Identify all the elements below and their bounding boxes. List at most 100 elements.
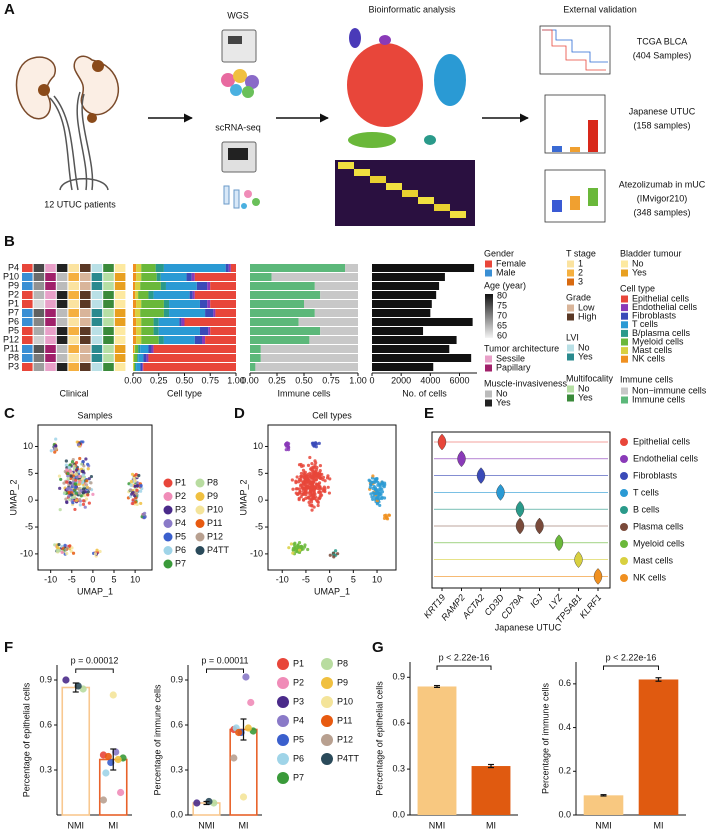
bar-segment	[135, 345, 139, 353]
legend-label: P9	[337, 677, 348, 687]
bar-segment	[250, 345, 261, 353]
bar-segment	[230, 264, 236, 272]
cell-point	[79, 494, 83, 498]
cell-point	[139, 484, 143, 488]
clinical-tile	[91, 300, 103, 308]
legend-label: Endothelial cells	[632, 302, 698, 312]
y-tick-label: 0.6	[39, 719, 52, 729]
patient-label: P7	[8, 307, 19, 317]
data-point	[107, 758, 115, 767]
clinical-tile	[68, 291, 79, 299]
legend-dot	[195, 532, 205, 542]
cell-point	[128, 488, 133, 492]
cell-point	[371, 474, 375, 478]
cell-point	[369, 483, 373, 487]
legend-dot	[620, 574, 628, 582]
clinical-tile	[22, 354, 33, 362]
bar-segment	[133, 354, 135, 362]
cell-point	[387, 513, 391, 517]
clinical-tile	[45, 354, 56, 362]
bar-segment	[260, 345, 358, 353]
legend-colorbar	[485, 294, 493, 338]
legend-label: Fibroblasts	[633, 470, 678, 480]
legend-dot	[163, 559, 173, 569]
bar-segment	[271, 273, 358, 281]
cell-point	[68, 463, 72, 467]
x-tick-label: 0.00	[124, 375, 142, 385]
legend-swatch	[485, 399, 492, 407]
cell-point	[306, 496, 310, 500]
legend-label: NK cells	[632, 354, 666, 364]
cell-point	[306, 547, 310, 552]
y-tick-label: 10	[253, 441, 263, 451]
bar-segment	[140, 363, 143, 371]
legend-dot	[620, 557, 628, 565]
clinical-tile	[114, 327, 126, 335]
cell-point	[131, 490, 135, 495]
clinical-tile	[91, 264, 103, 272]
legend-title: Multifocality	[566, 373, 614, 383]
clinical-tile	[80, 282, 91, 290]
data-point	[247, 698, 255, 707]
clinical-tile	[114, 318, 126, 326]
legend-dot	[163, 478, 173, 488]
bar-segment	[135, 363, 137, 371]
step-label: Bioinformatic analysis	[368, 4, 456, 14]
cell-point	[70, 460, 75, 464]
bar-segment	[210, 282, 236, 290]
cell-point	[73, 485, 78, 490]
clinical-tile	[33, 363, 45, 371]
y-tick-label: 5	[258, 468, 263, 478]
bar-segment	[138, 291, 149, 299]
cell-point	[310, 497, 314, 501]
cell-point	[133, 484, 137, 488]
cell-point	[139, 501, 143, 506]
legend-dot	[195, 546, 205, 555]
cell-point	[382, 496, 387, 500]
bar	[372, 309, 431, 317]
cell-point	[374, 477, 378, 481]
legend-label: T cells	[633, 487, 659, 497]
bar-segment	[260, 354, 358, 362]
clinical-tile	[33, 300, 45, 308]
cell-point	[70, 493, 74, 497]
clinical-tile	[22, 300, 33, 308]
bar-segment	[140, 309, 164, 317]
axis-title: Percentage of immune cells	[540, 682, 550, 794]
bar	[372, 327, 424, 335]
cell-point	[129, 483, 133, 487]
cell-point	[139, 489, 143, 493]
legend-label: 65	[497, 320, 507, 330]
cell-point	[291, 548, 296, 552]
legend-label: B cells	[633, 504, 660, 514]
legend-dot	[277, 658, 289, 670]
clinical-tile	[22, 273, 33, 281]
clinical-tile	[33, 354, 45, 362]
bar	[372, 354, 472, 362]
cell-point	[301, 547, 305, 551]
cell-point	[63, 490, 67, 495]
x-tick-label: 1.00	[349, 375, 367, 385]
bar	[372, 363, 434, 371]
legend-label: Epithelial cells	[632, 293, 690, 303]
clinical-tile	[22, 309, 33, 317]
clinical-tile	[68, 273, 79, 281]
cell-point	[134, 496, 138, 500]
legend-label: P3	[293, 696, 304, 706]
clinical-tile	[103, 363, 114, 371]
legend-swatch	[621, 396, 628, 404]
legend-title: Age (year)	[484, 280, 526, 290]
clinical-tile	[80, 309, 91, 317]
legend-swatch	[567, 304, 574, 312]
cell-point	[296, 543, 300, 547]
legend-dot	[195, 505, 205, 515]
cell-point	[307, 500, 311, 505]
validation-name: Atezolizumab in mUC	[619, 179, 706, 189]
cell-point	[81, 502, 86, 506]
cell-point	[55, 548, 59, 552]
clinical-tile	[33, 336, 45, 344]
cell-point	[308, 485, 312, 489]
axis-title: No. of cells	[402, 388, 447, 398]
cell-point	[295, 546, 299, 550]
panel-label: B	[4, 233, 15, 250]
